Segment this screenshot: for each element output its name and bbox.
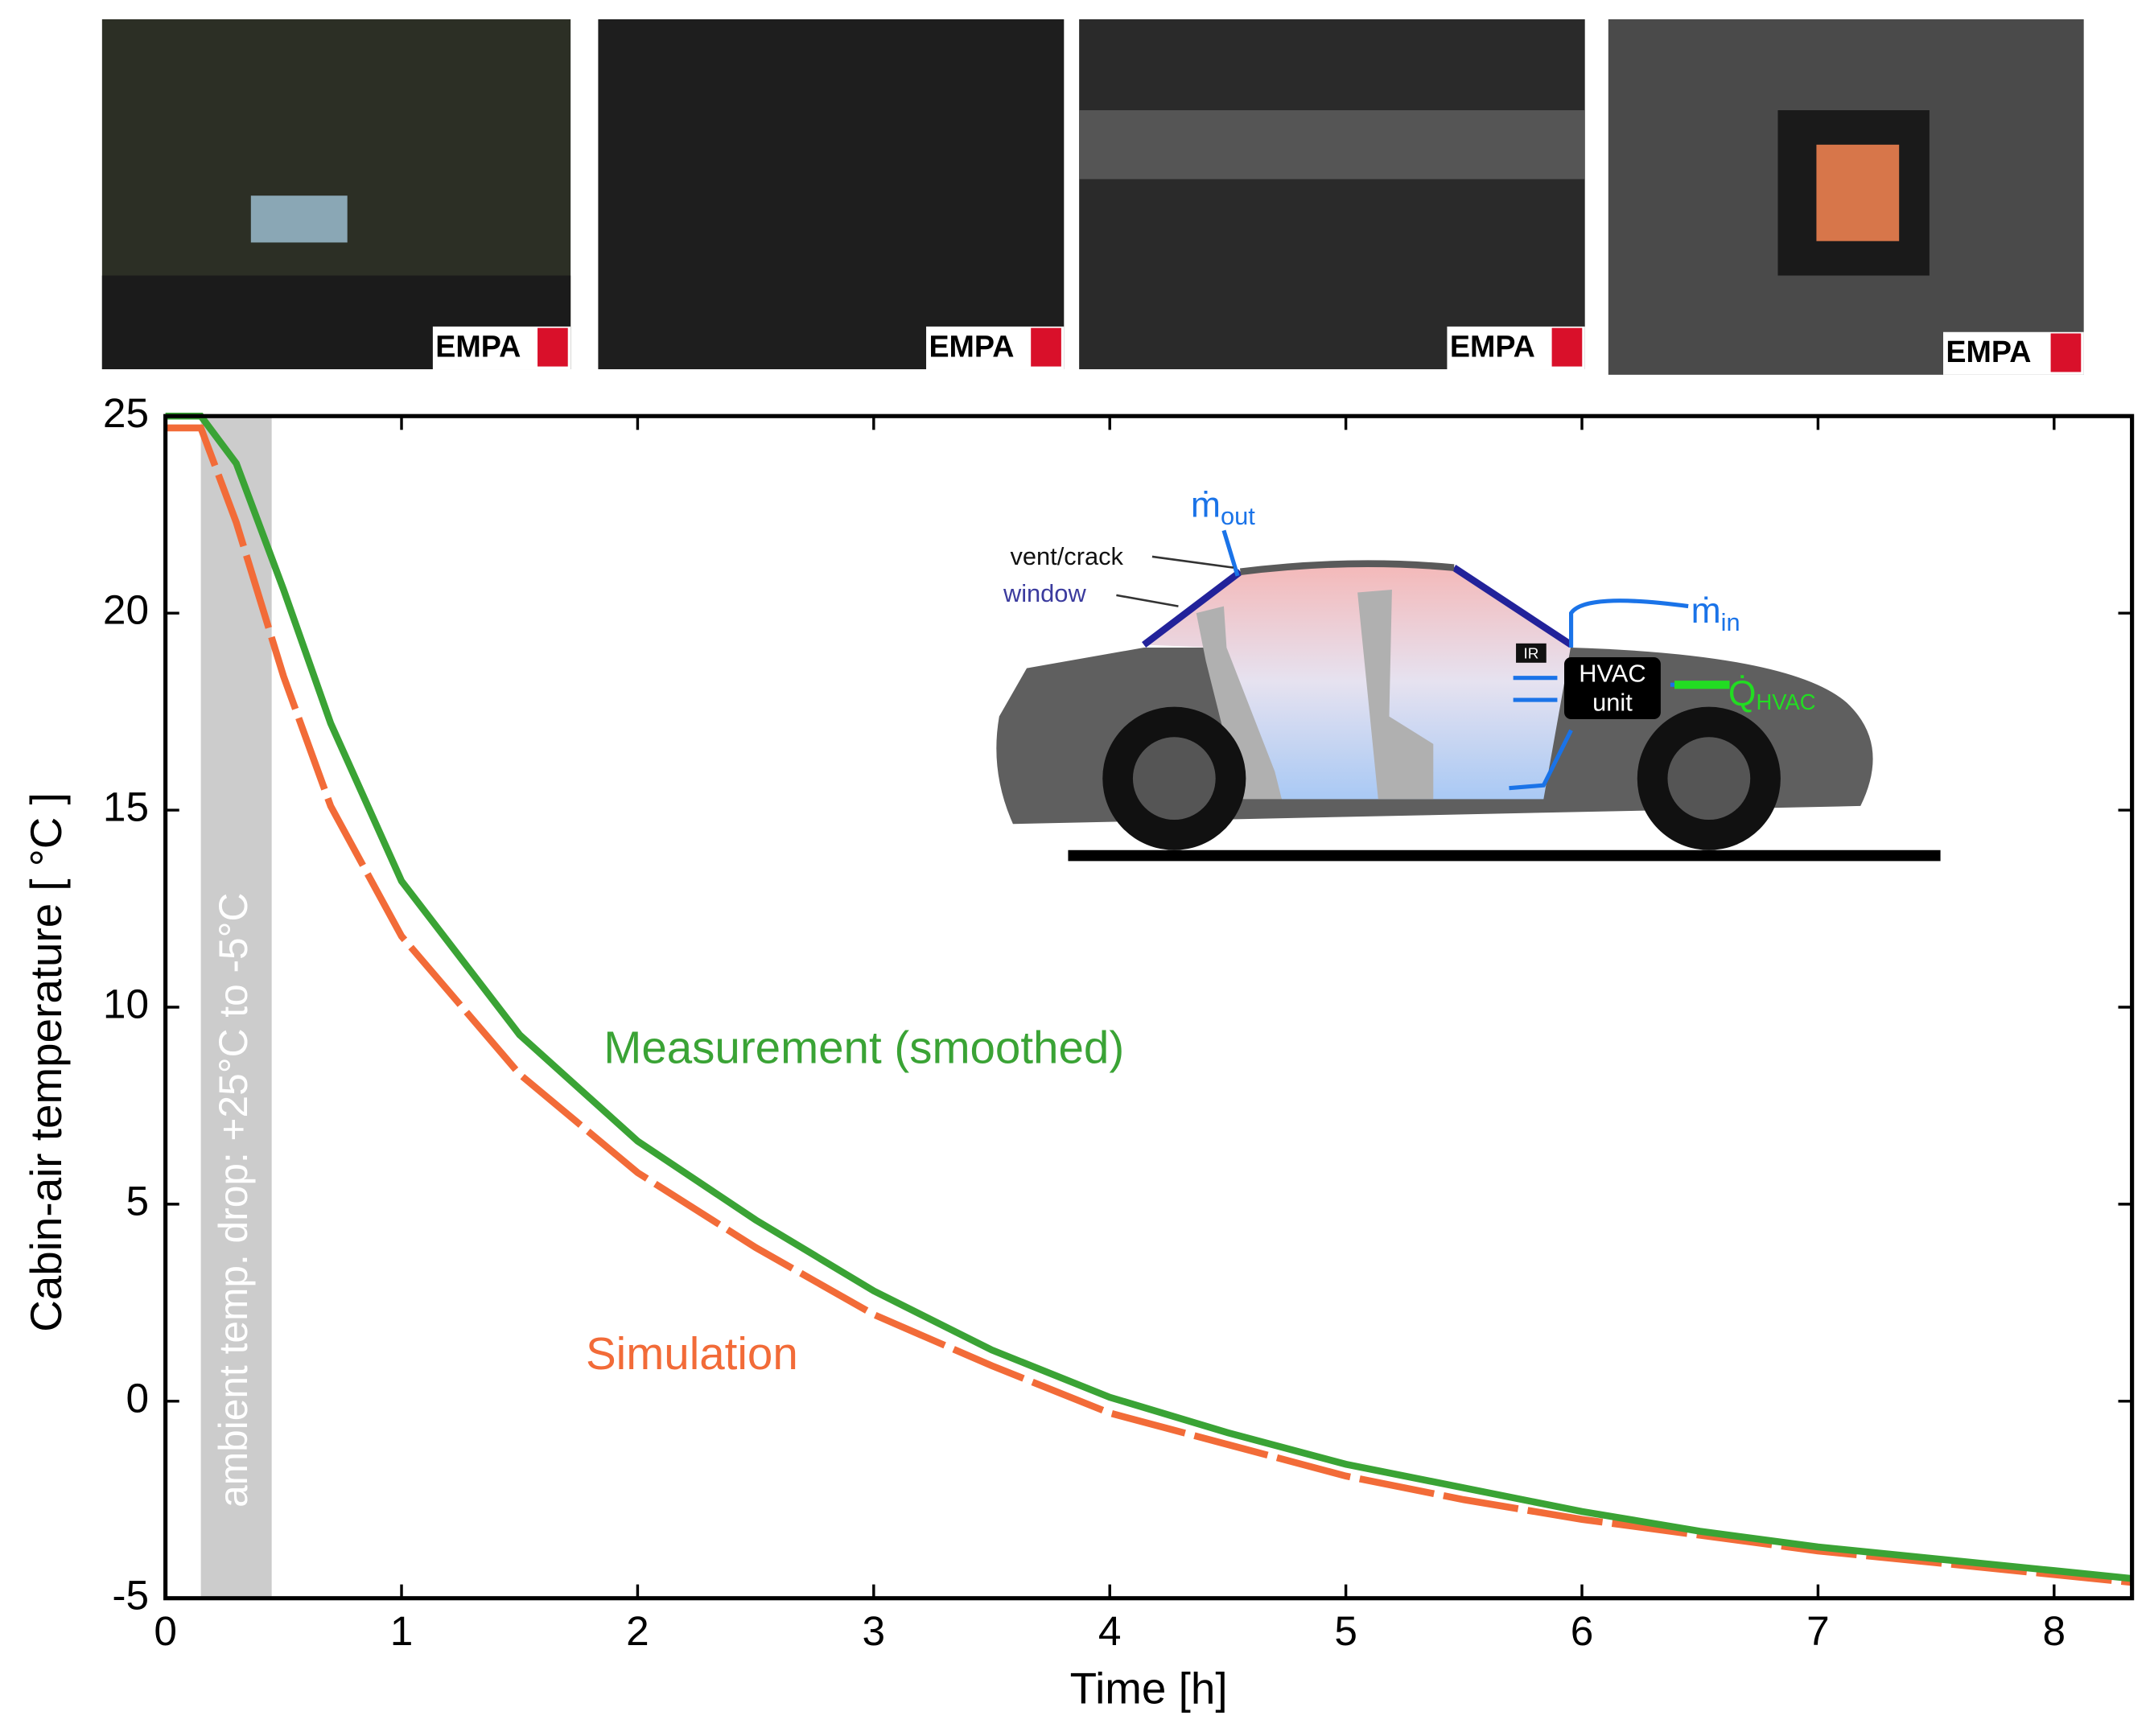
x-tick-label: 6 (1571, 1607, 1594, 1654)
x-tick-label: 5 (1334, 1607, 1357, 1654)
vent-label: vent/crack (1011, 542, 1124, 570)
photo-detail (1079, 110, 1585, 179)
shaded-label: ambient temp. drop: +25°C to -5°C (211, 893, 256, 1508)
y-tick-label: 10 (103, 981, 149, 1027)
y-axis-label: Cabin-air temperature [ °C ] (21, 792, 71, 1332)
ir-label: IR (1523, 645, 1538, 662)
x-tick-label: 4 (1098, 1607, 1122, 1654)
logo-mark (1031, 328, 1061, 367)
photo (1079, 19, 1585, 369)
photo-detail (251, 195, 348, 242)
car-diagram: HVAC unit IR vent/crack window ṁout ṁin … (996, 485, 1940, 856)
figure: EMPA EMPA EMPA EMPA ambient temp. drop: … (0, 0, 2150, 1736)
out-arrow (1224, 530, 1238, 576)
y-tick-label: 20 (103, 586, 149, 633)
x-tick-label: 0 (154, 1607, 177, 1654)
series-line (166, 416, 2132, 1578)
subscript: HVAC (1756, 689, 1815, 714)
logo: EMPA (1450, 329, 1535, 363)
y-tick-label: 25 (103, 389, 149, 436)
symbol: Q̇ (1728, 674, 1757, 714)
y-tick-label: 5 (126, 1177, 149, 1224)
photos: EMPA EMPA EMPA EMPA (102, 19, 2084, 375)
window-label: window (1003, 579, 1087, 607)
series-label: Simulation (586, 1328, 798, 1379)
logo: EMPA (1946, 335, 2031, 368)
subscript: in (1721, 608, 1740, 636)
x-tick-label: 3 (863, 1607, 886, 1654)
photo-detail (1816, 145, 1899, 241)
x-tick-label: 1 (390, 1607, 414, 1654)
symbol: ṁ (1691, 591, 1721, 631)
logo: EMPA (435, 329, 521, 363)
m-in-label: ṁin (1691, 591, 1740, 636)
y-tick-label: 0 (126, 1374, 149, 1421)
subscript: out (1221, 502, 1255, 530)
x-tick-label: 8 (2043, 1607, 2066, 1654)
x-tick-label: 2 (626, 1607, 649, 1654)
logo: EMPA (929, 329, 1014, 363)
x-tick-label: 7 (1806, 1607, 1830, 1654)
hvac-label: HVAC (1579, 659, 1645, 687)
hvac-label: unit (1592, 688, 1633, 716)
photo (598, 19, 1064, 369)
logo-mark (2051, 333, 2082, 372)
hub (1133, 737, 1216, 820)
hub (1667, 737, 1750, 820)
m-out-label: ṁout (1191, 485, 1255, 530)
x-axis-label: Time [h] (1070, 1664, 1228, 1713)
series-label: Measurement (smoothed) (603, 1022, 1124, 1073)
logo-mark (1552, 328, 1583, 367)
y-tick-label: -5 (112, 1571, 149, 1618)
y-tick-label: 15 (103, 784, 149, 830)
symbol: ṁ (1191, 485, 1221, 525)
logo-mark (538, 328, 568, 367)
